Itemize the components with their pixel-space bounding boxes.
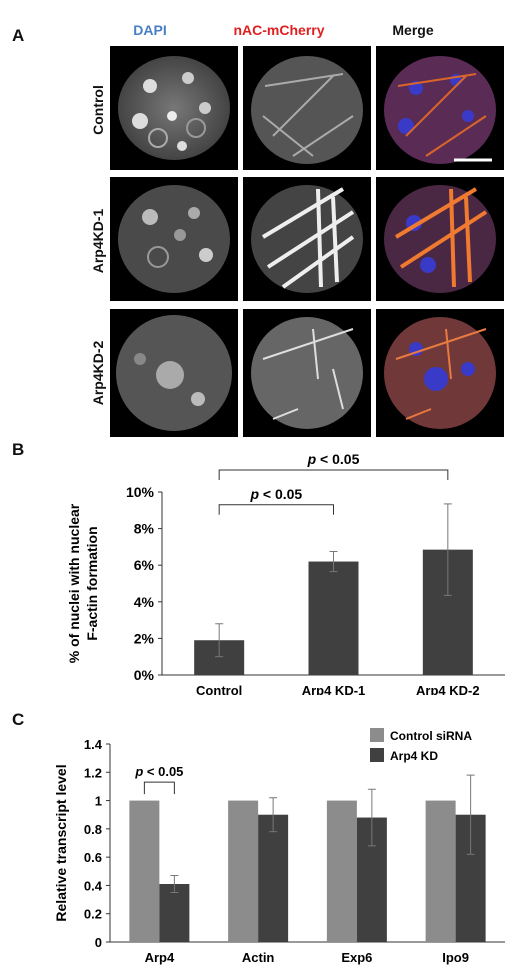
- image-control-mcherry: [243, 46, 371, 170]
- panel-b-letter: B: [12, 440, 25, 459]
- significance-bracket-c: [143, 781, 175, 795]
- bar-c: [258, 814, 289, 942]
- x-tick-label-c: Ipo9: [442, 950, 469, 965]
- nucleus-mcherry-kd1: [251, 185, 363, 293]
- nucleus-merge-kd1: [384, 185, 496, 293]
- y-axis-label-line-b: F-actin formation: [84, 526, 100, 640]
- row-label-control: Control: [90, 85, 106, 135]
- y-tick-label-c: 0.6: [84, 850, 102, 865]
- x-tick-label-c: Exp6: [341, 950, 372, 965]
- y-tick-label-c: 0.4: [84, 878, 103, 893]
- y-tick-label-c: 1: [95, 794, 102, 809]
- y-tick-label-b: 4%: [134, 594, 155, 610]
- y-tick-label-c: 1.4: [84, 737, 103, 752]
- image-control-dapi: [110, 46, 238, 170]
- significance-label-b: p < 0.05: [249, 486, 302, 502]
- y-tick-label-b: 6%: [134, 557, 155, 573]
- legend-label-c: Arp4 KD: [390, 749, 438, 763]
- y-axis-label-line-b: % of nuclei with nuclear: [66, 503, 82, 663]
- y-tick-label-c: 0.8: [84, 822, 102, 837]
- y-tick-label-b: 0%: [134, 667, 155, 683]
- y-tick-label-b: 8%: [134, 521, 155, 537]
- nucleus-dapi-kd2: [116, 315, 232, 431]
- legend-swatch-c: [370, 728, 384, 742]
- bar-c: [326, 800, 357, 942]
- bar-c: [159, 884, 190, 942]
- x-tick-label-c: Actin: [242, 950, 275, 965]
- column-header-merge: Merge: [392, 22, 434, 38]
- y-tick-label-c: 1.2: [84, 765, 102, 780]
- chart-b: 0% 2% 4% 6% 8% 10% % of nuclei with nuclear F-a…: [66, 451, 505, 695]
- x-tick-label-c: Arp4: [145, 950, 175, 965]
- significance-label-c: p < 0.05: [134, 764, 183, 779]
- y-tick-label-c: 0.2: [84, 907, 102, 922]
- image-control-merge: [376, 46, 504, 170]
- image-kd1-merge: [376, 177, 504, 301]
- y-tick-label-c: 0: [95, 935, 102, 950]
- row-label-arp4kd2: Arp4KD-2: [90, 340, 106, 406]
- y-axis-label-c: Relative transcript level: [53, 764, 69, 921]
- x-tick-label-b: Control: [196, 683, 242, 695]
- row-label-arp4kd1: Arp4KD-1: [90, 208, 106, 274]
- image-kd2-dapi: [110, 309, 238, 437]
- bar-c: [425, 800, 456, 942]
- nucleus-mcherry-control: [251, 56, 363, 164]
- nucleus-mcherry-kd2: [251, 317, 363, 429]
- panel-a-letter: A: [12, 26, 25, 45]
- nucleus-dapi-kd1: [118, 185, 230, 293]
- legend-swatch-c: [370, 748, 384, 762]
- image-kd2-merge: [376, 309, 504, 437]
- bar-b: [308, 561, 359, 675]
- nucleus-dapi-control: [118, 56, 230, 160]
- image-kd1-dapi: [110, 177, 238, 301]
- image-kd2-mcherry: [243, 309, 371, 437]
- significance-bracket-b: [218, 469, 449, 481]
- nucleus-merge-control: [384, 56, 496, 164]
- panel-c-letter: C: [12, 710, 25, 729]
- chart-c: 0 0.2 0.4 0.6 0.8 1 1.2 1.4 Relative transcript …: [53, 728, 505, 965]
- legend-label-c: Control siRNA: [390, 729, 472, 743]
- significance-bracket-b: [218, 504, 334, 515]
- y-axis-label-b: % of nuclei with nuclear F-actin formatio…: [66, 503, 100, 663]
- x-tick-label-b: Arp4 KD-2: [416, 683, 480, 695]
- bar-c: [228, 800, 259, 942]
- image-kd1-mcherry: [243, 177, 371, 301]
- y-tick-label-b: 10%: [126, 484, 155, 500]
- nucleus-merge-kd2: [384, 317, 496, 429]
- significance-label-b: p < 0.05: [307, 451, 360, 467]
- column-header-dapi: DAPI: [133, 22, 167, 38]
- y-tick-label-b: 2%: [134, 630, 155, 646]
- column-header-mcherry: nAC-mCherry: [233, 22, 325, 38]
- x-tick-label-b: Arp4 KD-1: [302, 683, 366, 695]
- bar-c: [129, 800, 160, 942]
